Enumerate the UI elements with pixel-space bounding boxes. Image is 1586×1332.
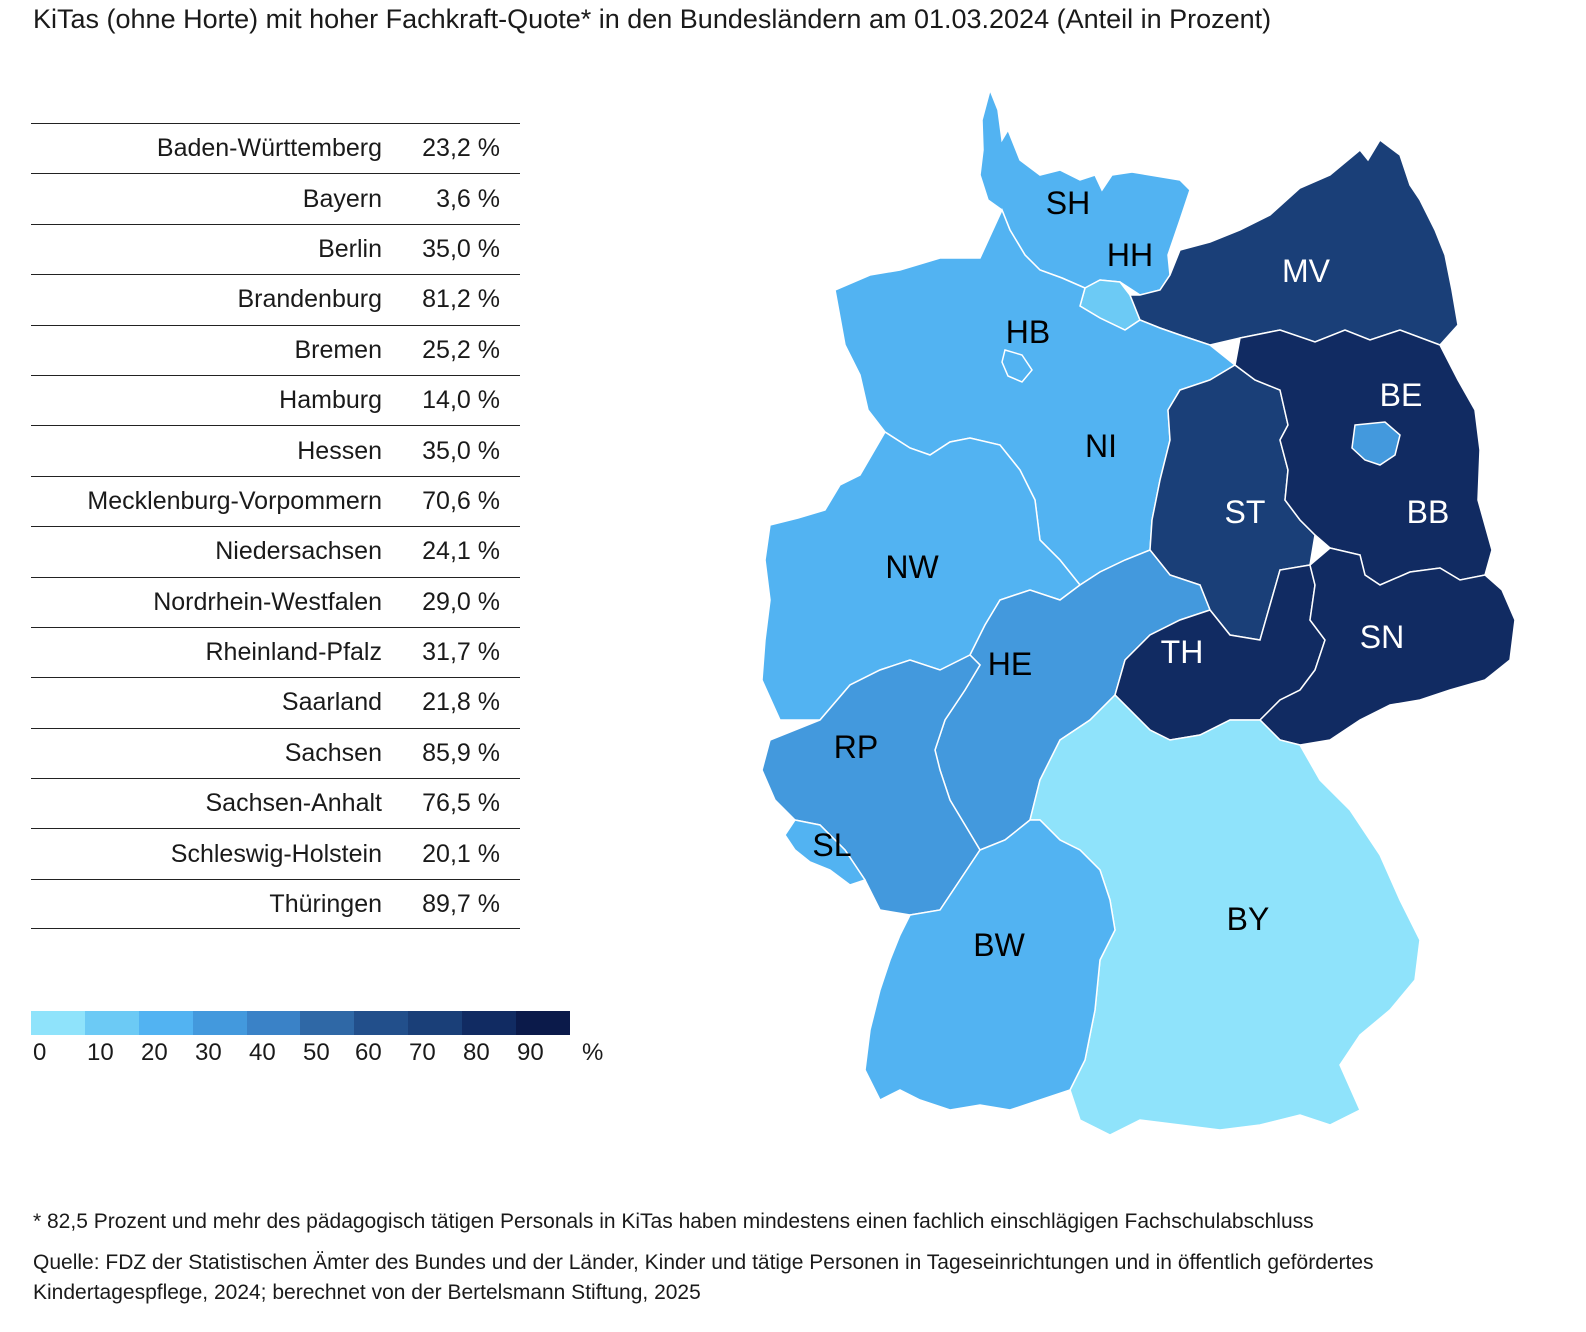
table-row: Mecklenburg-Vorpommern 70,6 %: [31, 475, 520, 526]
label-SN: SN: [1360, 619, 1404, 655]
state-value: 76,5 %: [422, 789, 500, 818]
state-BW: [864, 819, 1116, 1111]
state-value: 81,2 %: [422, 285, 500, 314]
legend-swatch: [84, 1011, 139, 1035]
legend-tick: 60: [355, 1039, 382, 1066]
state-name: Mecklenburg-Vorpommern: [87, 486, 382, 515]
state-value: 20,1 %: [422, 839, 500, 868]
table-row: Baden-Württemberg 23,2 %: [31, 123, 520, 173]
table-row: Schleswig-Holstein 20,1 %: [31, 828, 520, 878]
table-row: Sachsen 85,9 %: [31, 727, 520, 778]
table-row: Bayern 3,6 %: [31, 173, 520, 223]
state-name: Brandenburg: [237, 285, 382, 314]
state-name: Schleswig-Holstein: [170, 839, 382, 868]
state-value: 24,1 %: [422, 537, 500, 566]
state-name: Rheinland-Pfalz: [205, 638, 383, 667]
legend-tick: 30: [195, 1039, 222, 1066]
source-note: Quelle: FDZ der Statistischen Ämter des …: [33, 1251, 1374, 1304]
legend-swatch: [516, 1011, 570, 1035]
state-name: Bremen: [294, 335, 382, 364]
state-name: Sachsen: [284, 738, 382, 767]
state-name: Bayern: [302, 184, 382, 213]
legend-swatch: [31, 1011, 85, 1035]
state-value: 25,2 %: [422, 335, 500, 364]
color-legend: 0 10 20 30 40 50 60 70 80 90%: [31, 1011, 603, 1075]
chart-title: KiTas (ohne Horte) mit hoher Fachkraft-Q…: [33, 4, 1272, 34]
table-row: Brandenburg 81,2 %: [31, 274, 520, 324]
table-row: Hamburg 14,0 %: [31, 374, 520, 425]
label-BB: BB: [1407, 494, 1450, 530]
label-MV: MV: [1282, 253, 1331, 289]
state-name: Hamburg: [279, 386, 382, 415]
legend-tick: 20: [141, 1039, 168, 1066]
table-row: Rheinland-Pfalz 31,7 %: [31, 626, 520, 677]
table-row: Thüringen 89,7 %: [31, 878, 520, 930]
legend-ticks: 0 10 20 30 40 50 60 70 80 90%: [31, 1035, 603, 1075]
legend-swatch: [300, 1011, 355, 1035]
state-name: Hessen: [297, 436, 382, 465]
state-value: 31,7 %: [422, 638, 500, 667]
state-value: 85,9 %: [422, 738, 500, 767]
state-value: 29,0 %: [422, 587, 500, 616]
legend-tick: 70: [409, 1039, 436, 1066]
label-SH: SH: [1046, 185, 1090, 221]
legend-unit: %: [582, 1039, 604, 1066]
table-row: Hessen 35,0 %: [31, 425, 520, 475]
legend-swatch: [354, 1011, 409, 1035]
state-name: Niedersachsen: [215, 537, 382, 566]
state-name: Thüringen: [269, 889, 382, 918]
table-row: Nordrhein-Westfalen 29,0 %: [31, 576, 520, 627]
legend-tick: 0: [33, 1039, 47, 1066]
state-HB: [1001, 349, 1033, 383]
footnote: * 82,5 Prozent und mehr des pädagogisch …: [33, 1210, 1314, 1233]
legend-tick: 50: [303, 1039, 330, 1066]
table-row: Sachsen-Anhalt 76,5 %: [31, 778, 520, 828]
state-name: Saarland: [281, 688, 382, 717]
state-value: 89,7 %: [422, 889, 500, 918]
state-name: Nordrhein-Westfalen: [153, 587, 382, 616]
legend-swatch: [138, 1011, 193, 1035]
state-table: Baden-Württemberg 23,2 % Bayern 3,6 % Berlin…: [31, 123, 520, 930]
state-SN: [1258, 547, 1516, 746]
state-value: 35,0 %: [422, 436, 500, 465]
germany-map: SH HH MV HB NI BE BB ST NW HE TH SN RP S…: [740, 80, 1540, 1160]
table-row: Berlin 35,0 %: [31, 223, 520, 274]
legend-swatch: [192, 1011, 247, 1035]
label-BY: BY: [1227, 901, 1270, 937]
legend-swatch: [408, 1011, 463, 1035]
legend-swatches: [31, 1011, 591, 1035]
label-HH: HH: [1107, 237, 1153, 273]
state-name: Sachsen-Anhalt: [205, 789, 382, 818]
table-row: Saarland 21,8 %: [31, 677, 520, 727]
state-BE: [1351, 421, 1401, 466]
label-TH: TH: [1161, 634, 1204, 670]
state-value: 70,6 %: [422, 486, 500, 515]
state-SL: [784, 819, 867, 886]
legend-tick: 10: [87, 1039, 114, 1066]
table-row: Bremen 25,2 %: [31, 324, 520, 375]
label-NW: NW: [885, 549, 939, 585]
label-BE: BE: [1380, 377, 1423, 413]
label-RP: RP: [834, 729, 878, 765]
state-value: 14,0 %: [422, 386, 500, 415]
label-BW: BW: [973, 927, 1025, 963]
label-HB: HB: [1006, 314, 1050, 350]
label-SL: SL: [812, 827, 851, 863]
legend-swatch: [246, 1011, 301, 1035]
label-NI: NI: [1085, 428, 1117, 464]
table-row: Niedersachsen 24,1 %: [31, 526, 520, 576]
state-value: 23,2 %: [422, 134, 500, 163]
state-value: 3,6 %: [436, 184, 500, 213]
state-name: Berlin: [318, 234, 382, 263]
state-name: Baden-Württemberg: [156, 134, 382, 163]
legend-tick: 90: [517, 1039, 544, 1066]
label-ST: ST: [1225, 494, 1266, 530]
state-value: 35,0 %: [422, 234, 500, 263]
legend-tick: 40: [249, 1039, 276, 1066]
legend-swatch: [462, 1011, 517, 1035]
state-MV: [1128, 138, 1459, 346]
legend-tick: 80: [463, 1039, 490, 1066]
state-value: 21,8 %: [422, 688, 500, 717]
label-HE: HE: [988, 646, 1032, 682]
